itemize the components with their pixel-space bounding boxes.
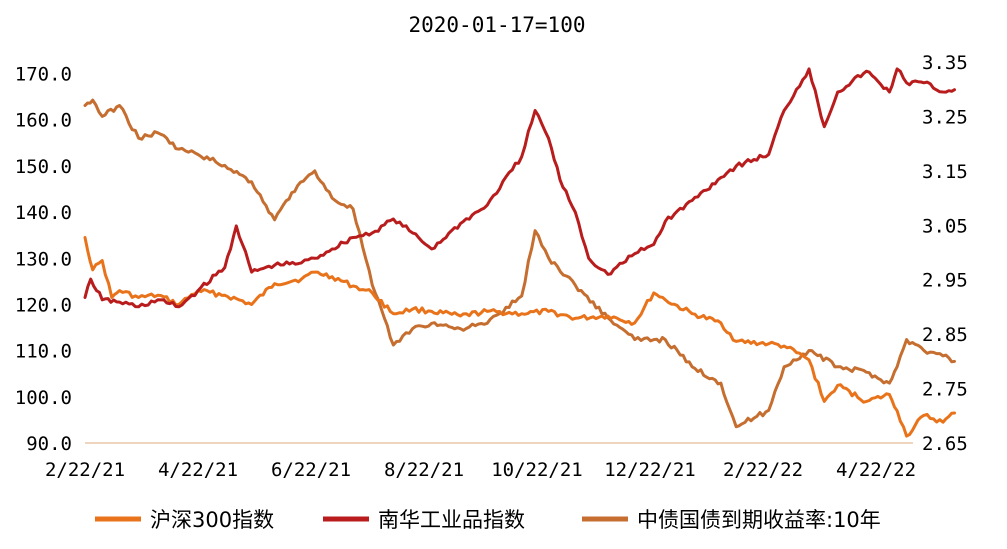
x-tick-label: 2/22/22 [723, 459, 803, 481]
x-tick-label: 4/22/21 [158, 459, 238, 481]
legend-label: 沪深300指数 [150, 508, 274, 532]
series-line [83, 98, 956, 429]
x-tick-label: 10/22/21 [491, 459, 583, 481]
y-right-tick-label: 3.25 [922, 106, 968, 128]
chart-title: 2020-01-17=100 [408, 13, 585, 37]
x-tick-label: 2/22/21 [45, 459, 125, 481]
y-left-tick-label: 160.0 [15, 110, 72, 132]
x-tick-label: 4/22/22 [836, 459, 916, 481]
y-left-tick-label: 130.0 [15, 248, 72, 270]
y-right-tick-label: 2.65 [922, 433, 968, 455]
legend: 沪深300指数 南华工业品指数 中债国债到期收益率:10年 [95, 508, 881, 532]
y-left-tick-label: 140.0 [15, 202, 72, 224]
y-right-tick-label: 3.15 [922, 161, 968, 183]
series-line [83, 67, 956, 309]
y-right-tick-label: 2.75 [922, 379, 968, 401]
y-left-tick-label: 120.0 [15, 294, 72, 316]
series-line [83, 236, 956, 438]
legend-label: 南华工业品指数 [378, 508, 525, 532]
y-left-tick-label: 90.0 [26, 433, 72, 455]
y-left-tick-label: 170.0 [15, 64, 72, 86]
y-left-tick-label: 150.0 [15, 156, 72, 178]
x-tick-label: 6/22/21 [271, 459, 351, 481]
y-left-tick-label: 100.0 [15, 387, 72, 409]
series-layer [83, 67, 956, 438]
legend-label: 中债国债到期收益率:10年 [637, 508, 881, 532]
x-tick-label: 8/22/21 [384, 459, 464, 481]
axes-layer: 2/22/21 4/22/21 6/22/21 8/22/21 10/22/21 12/2… [15, 52, 968, 481]
y-right-tick-label: 2.95 [922, 270, 968, 292]
y-right-tick-label: 3.35 [922, 52, 968, 74]
y-left-tick-label: 110.0 [15, 341, 72, 363]
y-right-tick-label: 2.85 [922, 324, 968, 346]
x-tick-label: 12/22/21 [604, 459, 696, 481]
y-right-tick-label: 3.05 [922, 215, 968, 237]
